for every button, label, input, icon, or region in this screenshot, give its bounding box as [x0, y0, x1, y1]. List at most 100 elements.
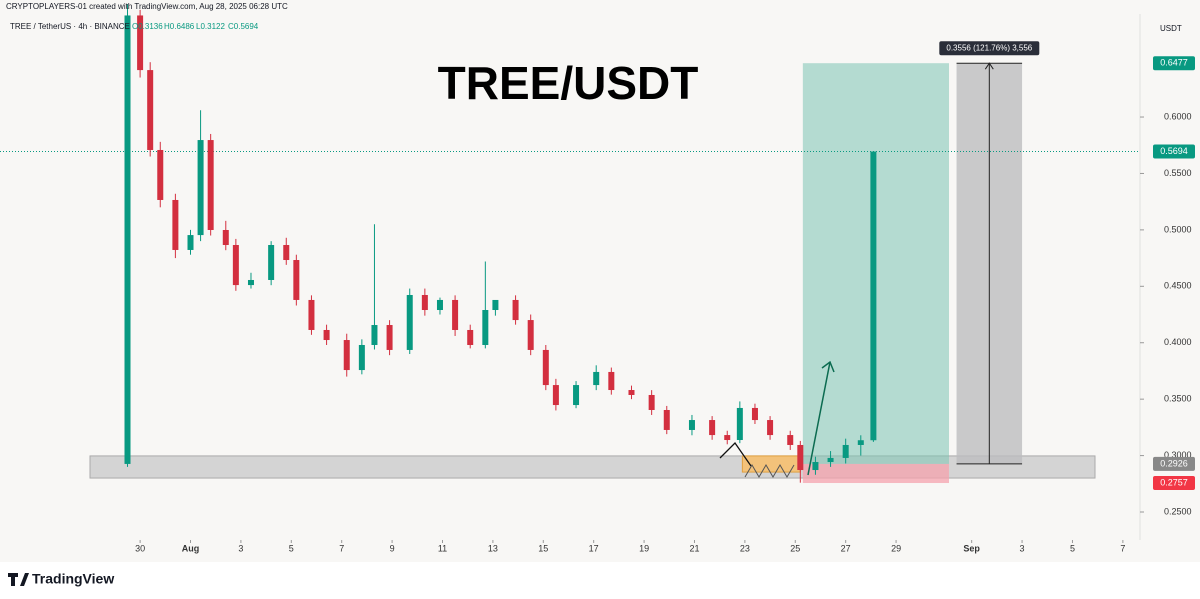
candle-body [371, 325, 378, 345]
candle-body [157, 149, 164, 200]
price-label-bg [1153, 56, 1195, 71]
ohlc-value: L0.3122 [196, 22, 225, 31]
candle [724, 430, 731, 445]
candle [293, 254, 300, 306]
x-tick-label: 17 [589, 543, 599, 553]
candle-body [343, 340, 350, 371]
candle-body [608, 371, 615, 391]
candle [147, 62, 154, 157]
candle [421, 288, 428, 316]
candle [751, 403, 758, 424]
y-tick-label: 0.4000 [1164, 337, 1192, 347]
candle [608, 367, 615, 395]
candle [308, 295, 315, 335]
price-label-bg [1153, 476, 1195, 491]
candle-body [628, 390, 635, 395]
candle [842, 438, 849, 464]
x-tick-label: 7 [339, 543, 344, 553]
candle-body [124, 15, 131, 464]
candle [870, 151, 877, 442]
candle-body [172, 199, 179, 250]
stop-zone [802, 463, 949, 484]
drawing-arrow-head [821, 360, 835, 373]
currency: USDT [1160, 24, 1182, 33]
candle [283, 237, 290, 265]
candle [628, 385, 635, 400]
x-tick-label: 15 [538, 543, 548, 553]
x-tick-label: 3 [1020, 543, 1025, 553]
x-tick-label: 19 [639, 543, 649, 553]
candle [648, 390, 655, 415]
candle [268, 241, 275, 286]
x-tick-label: 3 [238, 543, 243, 553]
measure-label: 0.3556 (121.76%) 3,556 [946, 43, 1032, 52]
candle-body [688, 420, 695, 430]
x-tick-label: Sep [963, 543, 980, 553]
x-tick-label: 7 [1120, 543, 1125, 553]
candle [573, 381, 580, 409]
candle-body [187, 235, 194, 250]
y-tick-label: 0.5000 [1164, 224, 1192, 234]
candle-body [812, 462, 819, 471]
candle [857, 435, 864, 456]
candle [709, 416, 716, 440]
candle-body [268, 245, 275, 280]
y-tick-label: 0.4500 [1164, 281, 1192, 291]
brand-logo [8, 573, 29, 586]
price-label: 0.5694 [1160, 146, 1188, 156]
candle-body [724, 435, 731, 441]
candle-body [663, 409, 670, 430]
candle [358, 339, 365, 375]
x-tick-label: 30 [135, 543, 145, 553]
x-tick-label: 27 [841, 543, 851, 553]
candle [157, 141, 164, 208]
candle-body [767, 420, 774, 436]
x-tick-label: 5 [289, 543, 294, 553]
header: CRYPTOPLAYERS-01 created with TradingVie… [6, 2, 288, 11]
candle [552, 378, 559, 411]
x-tick-label: 29 [891, 543, 901, 553]
measure-label-bg [939, 41, 1040, 56]
candle-body [232, 245, 239, 286]
ohlc-value: O0.3136 [132, 22, 163, 31]
candle-body [648, 394, 655, 410]
candle [207, 133, 214, 236]
candle-body [147, 70, 154, 150]
candle [467, 324, 474, 349]
y-tick-label: 0.5500 [1164, 168, 1192, 178]
candle-body [842, 444, 849, 458]
drawing-zigzag [719, 441, 752, 467]
candle-body [222, 229, 229, 246]
price-label: 0.2926 [1160, 458, 1188, 468]
ohlc-value: H0.6486 [164, 22, 195, 31]
candle [688, 414, 695, 436]
brand: TradingView [8, 571, 114, 587]
x-tick-label: 23 [740, 543, 750, 553]
measure-arrow-head [984, 62, 994, 70]
candle-body [283, 245, 290, 261]
x-tick-label: 25 [790, 543, 800, 553]
candle-body [797, 444, 804, 471]
candle [593, 365, 600, 391]
candle-body [436, 299, 443, 311]
candle-body [751, 407, 758, 421]
candle-body [736, 407, 743, 441]
x-tick-label: 11 [438, 543, 447, 553]
candle-body [207, 140, 214, 230]
candle-body [573, 385, 580, 406]
price-label-bg [1153, 144, 1195, 159]
candle [827, 451, 834, 467]
candle-body [323, 329, 330, 341]
candle [797, 440, 804, 483]
candle [482, 261, 489, 349]
price-label-bg [1153, 456, 1195, 471]
candle-body [467, 329, 474, 345]
candle-body [542, 349, 549, 386]
candle-body [827, 457, 834, 463]
candle-body [421, 294, 428, 311]
chart-title: TREE/USDT [438, 57, 699, 109]
brand-name: TradingView [32, 571, 114, 587]
candle-body [406, 294, 413, 350]
